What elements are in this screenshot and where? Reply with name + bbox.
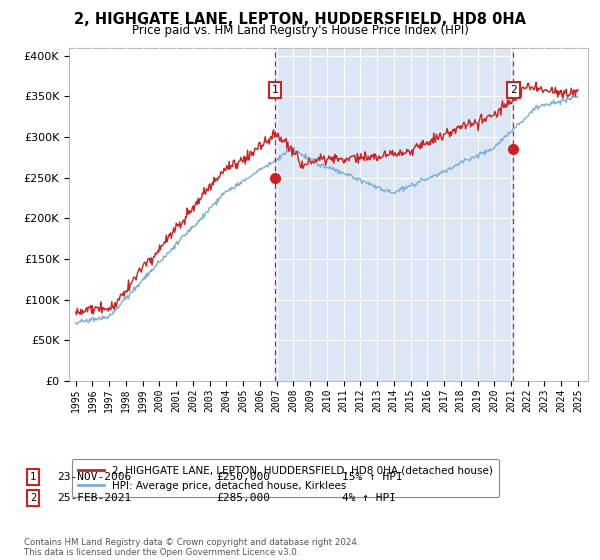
Bar (275, 48, 514, 381)
Text: 2, HIGHGATE LANE, LEPTON, HUDDERSFIELD, HD8 0HA: 2, HIGHGATE LANE, LEPTON, HUDDERSFIELD, … (74, 12, 526, 27)
Text: Contains HM Land Registry data © Crown copyright and database right 2024.
This d: Contains HM Land Registry data © Crown c… (24, 538, 359, 557)
Text: 1: 1 (272, 85, 278, 95)
Text: 4% ↑ HPI: 4% ↑ HPI (342, 493, 396, 503)
Text: Price paid vs. HM Land Registry's House Price Index (HPI): Price paid vs. HM Land Registry's House … (131, 24, 469, 36)
Text: 23-NOV-2006: 23-NOV-2006 (57, 472, 131, 482)
Text: £285,000: £285,000 (216, 493, 270, 503)
Text: 2: 2 (510, 85, 517, 95)
Legend: 2, HIGHGATE LANE, LEPTON, HUDDERSFIELD, HD8 0HA (detached house), HPI: Average p: 2, HIGHGATE LANE, LEPTON, HUDDERSFIELD, … (71, 459, 499, 497)
Text: £250,000: £250,000 (216, 472, 270, 482)
Text: 15% ↑ HPI: 15% ↑ HPI (342, 472, 403, 482)
Text: 25-FEB-2021: 25-FEB-2021 (57, 493, 131, 503)
Text: 2: 2 (30, 493, 36, 503)
Text: 1: 1 (30, 472, 36, 482)
